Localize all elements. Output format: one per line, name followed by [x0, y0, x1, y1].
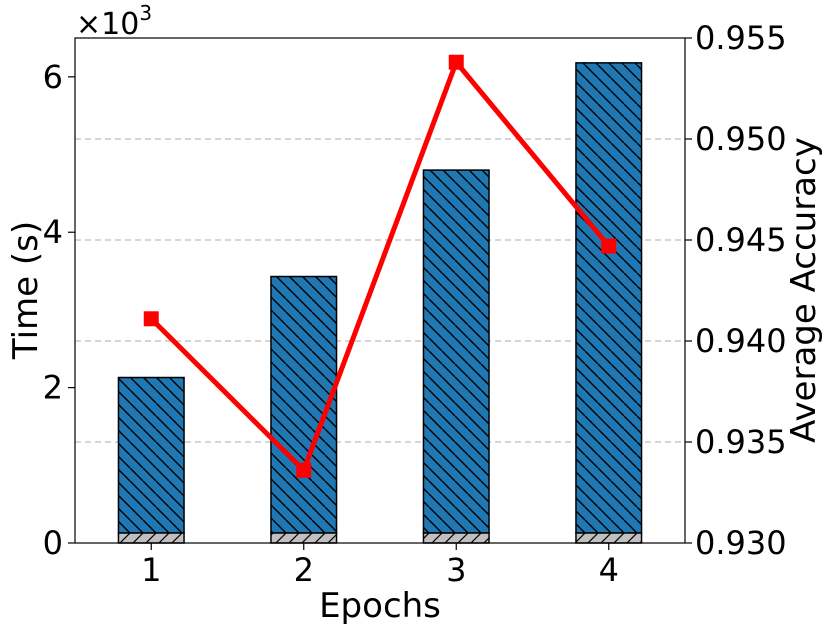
right-axis-ticks: 0.930 0.935 0.940 0.945 0.950 0.955: [685, 19, 787, 562]
right-tick-label: 0.935: [695, 423, 787, 461]
bar-base-segment: [575, 532, 643, 544]
bar-base-segment: [422, 532, 490, 544]
right-tick-label: 0.955: [695, 19, 787, 57]
accuracy-line: [149, 59, 611, 473]
accuracy-marker: [601, 238, 617, 254]
right-tick-label: 0.930: [695, 524, 787, 562]
x-tick-label: 4: [599, 551, 619, 589]
x-tick-label: 2: [294, 551, 314, 589]
right-tick-label: 0.940: [695, 322, 787, 360]
x-tick-label: 1: [141, 551, 161, 589]
left-tick-label: 2: [43, 369, 63, 407]
left-tick-label: 6: [43, 58, 63, 96]
accuracy-line-series: [143, 54, 617, 478]
right-tick-label: 0.945: [695, 221, 787, 259]
left-axis-multiplier: ×103: [76, 1, 152, 42]
left-tick-label: 4: [43, 213, 63, 251]
bar-time-segment: [117, 376, 185, 534]
left-tick-label: 0: [43, 524, 63, 562]
right-axis-title: Average Accuracy: [784, 137, 824, 443]
right-tick-label: 0.950: [695, 120, 787, 158]
bars: [117, 62, 643, 544]
accuracy-marker: [296, 462, 312, 478]
accuracy-marker: [143, 311, 159, 327]
bar-time-segment: [575, 62, 643, 534]
left-axis-ticks: 0 2 4 6: [43, 58, 75, 562]
plot-frame: [74, 37, 686, 544]
left-axis-title: Time (s): [6, 221, 46, 360]
bar-time-segment: [422, 169, 490, 534]
accuracy-marker: [448, 54, 464, 70]
bar-base-segment: [270, 532, 338, 544]
x-tick-label: 3: [446, 551, 466, 589]
bar-base-segment: [117, 532, 185, 544]
x-axis-ticks: 1 2 3 4: [141, 543, 619, 589]
x-axis-title: Epochs: [319, 586, 441, 626]
